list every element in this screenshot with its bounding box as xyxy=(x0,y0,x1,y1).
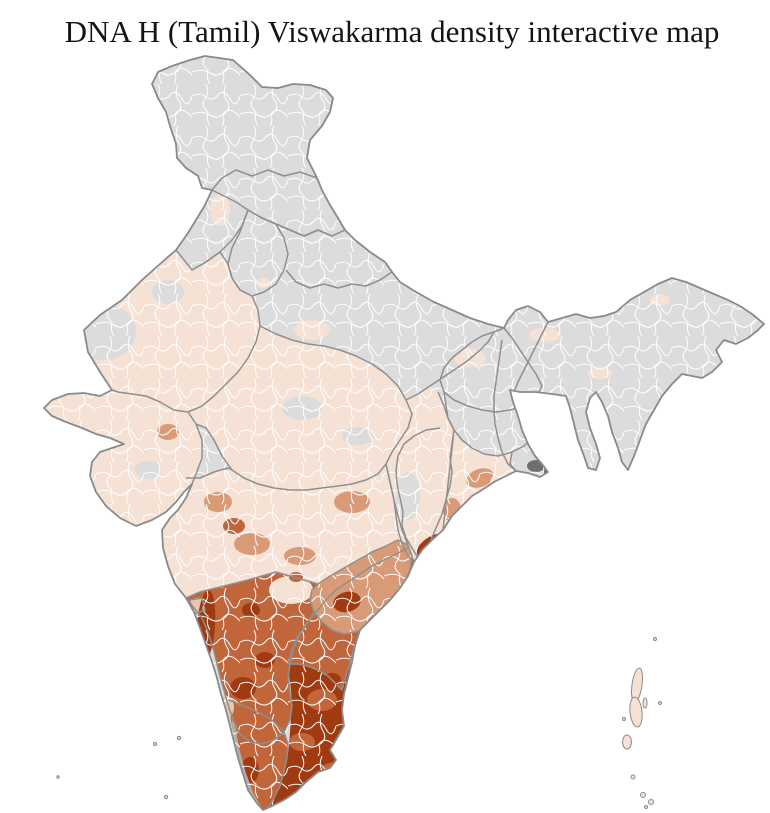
islands-andaman-nicobar[interactable] xyxy=(622,637,662,809)
district-patch xyxy=(193,640,205,676)
district-borders-overlay xyxy=(44,56,764,810)
islands-lakshadweep[interactable] xyxy=(56,735,182,800)
india-outline xyxy=(43,55,765,811)
page-title: DNA H (Tamil) Viswakarma density interac… xyxy=(65,14,720,49)
india-landmass xyxy=(44,56,764,810)
